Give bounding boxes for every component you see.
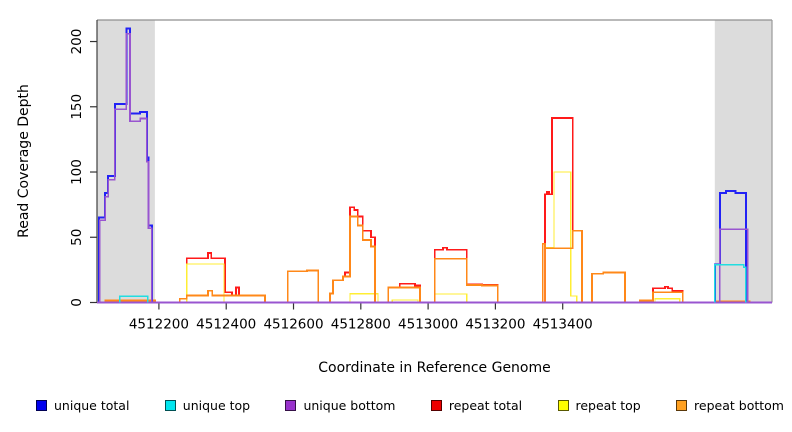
svg-text:4513200: 4513200 <box>465 317 525 333</box>
svg-text:4512400: 4512400 <box>196 317 256 333</box>
repeat-top-swatch-icon <box>557 400 569 411</box>
legend-label: repeat bottom <box>694 398 784 413</box>
repeat-total-swatch-icon <box>430 400 442 411</box>
unique-total-swatch-icon <box>36 400 47 411</box>
legend-item-repeat-total: repeat total <box>430 398 523 413</box>
legend: unique total unique top unique bottom re… <box>36 398 784 413</box>
legend-item-repeat-bottom: repeat bottom <box>676 398 784 413</box>
svg-text:0: 0 <box>69 298 85 307</box>
legend-item-unique-bottom: unique bottom <box>285 398 396 413</box>
legend-label: unique total <box>54 398 130 413</box>
y-axis-label: Read Coverage Depth <box>16 84 32 238</box>
svg-text:4512600: 4512600 <box>263 317 323 333</box>
legend-item-unique-top: unique top <box>164 398 251 413</box>
svg-text:150: 150 <box>69 94 85 120</box>
repeat-bottom-swatch-icon <box>676 400 688 411</box>
legend-label: repeat top <box>575 398 641 413</box>
legend-item-unique-total: unique total <box>36 398 129 413</box>
unique-top-swatch-icon <box>164 400 176 411</box>
legend-label: unique top <box>182 398 251 413</box>
svg-text:4512800: 4512800 <box>331 317 391 333</box>
svg-text:50: 50 <box>69 229 85 246</box>
legend-item-repeat-top: repeat top <box>557 398 641 413</box>
svg-text:100: 100 <box>69 159 85 185</box>
svg-text:4513000: 4513000 <box>398 317 458 333</box>
svg-text:4513400: 4513400 <box>533 317 593 333</box>
unique-bottom-swatch-icon <box>285 400 297 411</box>
x-axis-label: Coordinate in Reference Genome <box>318 360 551 376</box>
legend-label: repeat total <box>448 398 523 413</box>
svg-text:200: 200 <box>69 29 85 55</box>
legend-label: unique bottom <box>303 398 396 413</box>
svg-text:4512200: 4512200 <box>129 317 189 333</box>
